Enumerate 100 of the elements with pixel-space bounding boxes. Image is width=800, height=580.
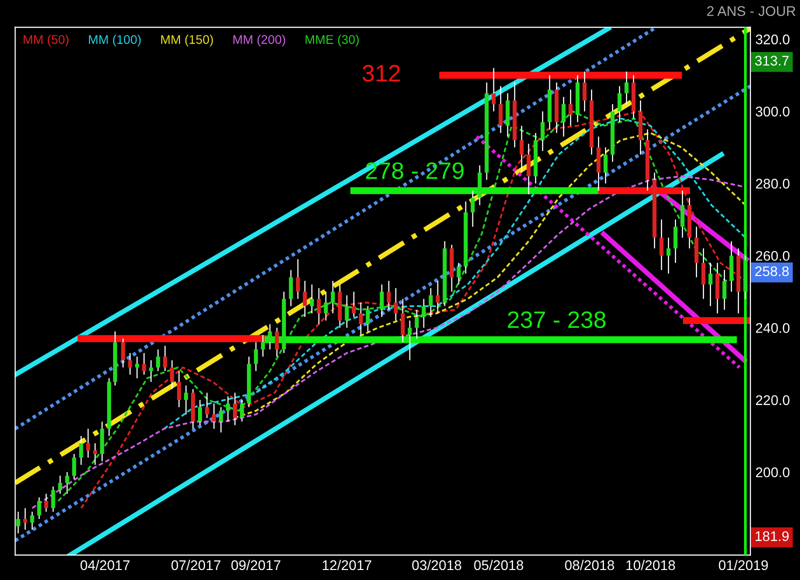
text: MME (30) <box>306 34 359 46</box>
candlestick <box>121 338 126 368</box>
candlestick <box>414 309 419 340</box>
candlestick <box>86 428 90 458</box>
annotation: 313.7 <box>755 56 789 66</box>
candlestick <box>204 392 209 419</box>
candlestick <box>492 67 496 112</box>
annotation: 237 - 238 <box>508 311 606 328</box>
candlestick <box>352 291 356 318</box>
y-tick-label: 240.0 <box>756 323 790 333</box>
x-tick-label: 03/2018 <box>412 560 462 570</box>
candlestick <box>380 284 384 318</box>
text: MM (100) <box>89 34 141 46</box>
candlestick <box>618 86 622 123</box>
candlestick <box>79 435 84 466</box>
candlestick <box>65 472 70 494</box>
annotation: 258.8 <box>755 266 789 276</box>
candlestick <box>582 71 587 112</box>
candlestick <box>680 190 684 238</box>
candlestick <box>30 511 34 530</box>
candlestick <box>142 352 146 376</box>
candlestick <box>232 392 237 426</box>
candlestick <box>422 298 426 328</box>
candlestick <box>498 86 503 134</box>
x-tick-label: 08/2018 <box>565 560 614 570</box>
candlestick <box>701 248 706 300</box>
candlestick <box>170 360 174 390</box>
text: MM (50) <box>24 34 68 46</box>
candlestick <box>163 345 168 372</box>
candlestick <box>212 402 216 430</box>
candlestick <box>198 399 202 426</box>
candlestick <box>436 280 440 314</box>
candlestick <box>562 96 566 138</box>
candlestick <box>324 291 328 322</box>
candlestick <box>288 270 293 307</box>
y-tick-label: 280.0 <box>756 178 790 189</box>
candlestick <box>156 348 160 372</box>
text: MM (200) <box>233 34 286 46</box>
annotation: 312 <box>362 64 400 82</box>
candlestick <box>520 125 524 174</box>
candlestick <box>470 190 475 228</box>
x-tick-label: 01/2019 <box>718 560 768 570</box>
candlestick <box>624 71 629 105</box>
candlestick <box>526 143 531 195</box>
candlestick <box>673 218 678 264</box>
candlestick <box>260 334 265 358</box>
candlestick <box>128 352 132 376</box>
candlestick <box>149 360 154 382</box>
candlestick <box>296 258 300 300</box>
candlestick <box>268 324 272 350</box>
candlestick <box>394 288 398 322</box>
candlestick <box>93 442 98 466</box>
x-tick-label: 12/2017 <box>322 560 372 570</box>
candlestick <box>51 486 56 512</box>
y-tick-label: 320.0 <box>756 34 790 44</box>
candlestick <box>456 262 461 286</box>
candlestick <box>722 270 726 310</box>
candlestick <box>302 280 307 318</box>
annotation: 181.9 <box>756 531 789 542</box>
x-tick-label: 05/2018 <box>474 560 524 570</box>
candlestick <box>23 508 28 530</box>
candlestick <box>274 327 279 358</box>
candlestick <box>226 396 230 422</box>
annotation: 278 - 279 <box>366 162 464 180</box>
candlestick <box>386 280 391 310</box>
candlestick <box>666 237 670 274</box>
candlestick <box>344 294 349 328</box>
y-tick-label: 260.0 <box>756 250 790 261</box>
line-series <box>233 132 746 419</box>
candlestick <box>540 110 545 152</box>
candlestick <box>218 406 223 433</box>
candlestick <box>254 342 258 372</box>
x-tick-label: 09/2017 <box>231 560 280 570</box>
candlestick <box>240 399 244 422</box>
candlestick <box>58 475 62 494</box>
x-tick-label: 07/2017 <box>171 560 220 570</box>
candlestick <box>330 280 335 314</box>
candlestick <box>366 306 370 332</box>
candlestick <box>708 262 712 307</box>
candlestick <box>408 320 412 361</box>
candlestick <box>660 218 664 271</box>
candlestick <box>310 284 314 314</box>
x-tick-label: 10/2018 <box>626 560 676 570</box>
candlestick <box>400 298 405 343</box>
y-tick-label: 300.0 <box>756 106 790 116</box>
line-series <box>163 118 746 430</box>
candlestick <box>358 302 363 336</box>
candlestick <box>135 356 140 379</box>
y-tick-label: 200.0 <box>756 467 790 478</box>
x-tick-label: 04/2017 <box>80 560 130 570</box>
candlestick <box>44 493 48 512</box>
candlestick <box>72 453 76 480</box>
candlestick <box>37 496 42 520</box>
chart-subtitle: 2 ANS - JOUR <box>707 6 796 16</box>
text: MM (150) <box>161 34 213 46</box>
candlestick <box>184 384 188 415</box>
candlestick <box>177 370 182 408</box>
candlestick <box>316 288 321 325</box>
y-tick-label: 220.0 <box>756 395 790 406</box>
candlestick <box>604 146 608 184</box>
